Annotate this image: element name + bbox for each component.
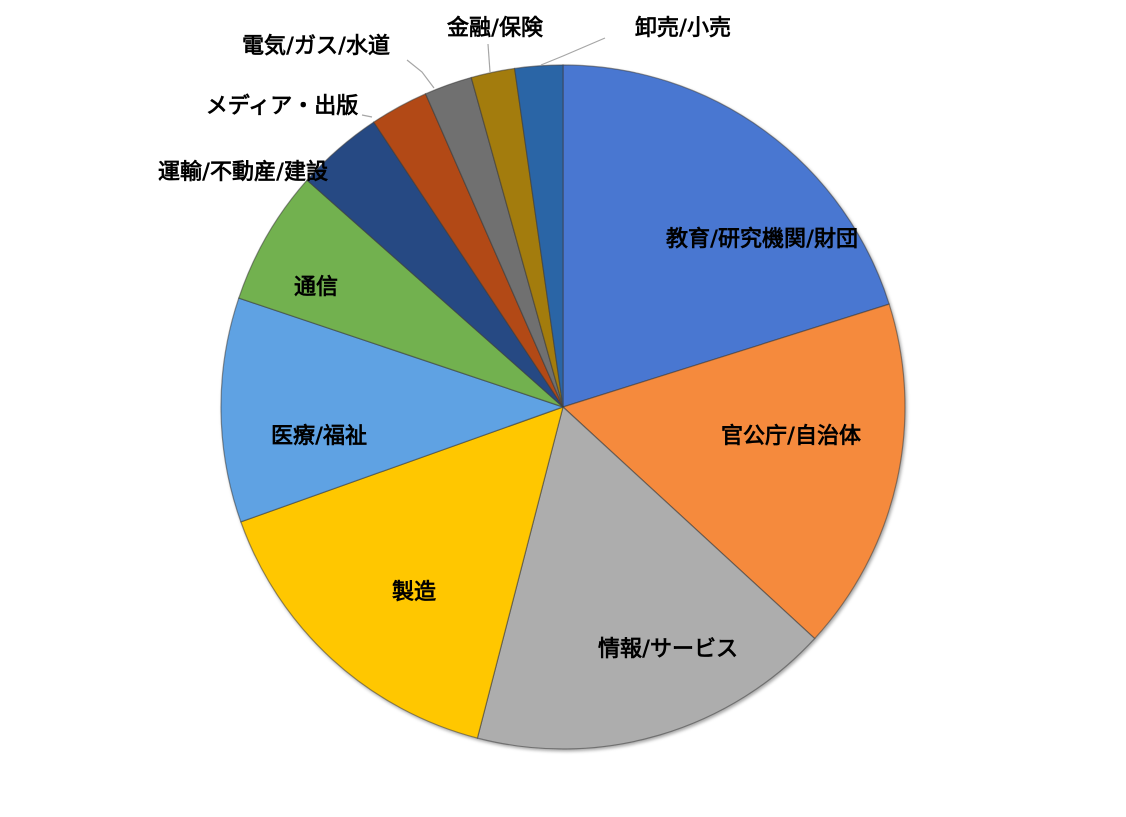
leader-line-9 [406, 59, 435, 89]
slice-label-3: 情報/サービス [598, 636, 738, 662]
pie-slice-4 [240, 406, 564, 739]
leader-line-8 [361, 114, 373, 118]
slice-label-11: 卸売/小売 [635, 15, 731, 41]
slice-label-9: 電気/ガス/水道 [242, 33, 390, 59]
slice-label-2: 官公庁/自治体 [721, 423, 862, 449]
slice-label-6: 通信 [294, 274, 338, 300]
leader-line-10 [487, 43, 491, 73]
pie-slice-2 [561, 303, 906, 640]
pie-slice-1 [562, 64, 890, 408]
pie-slice-5 [220, 297, 565, 523]
pie-slices [220, 64, 906, 750]
slice-label-8: メディア・出版 [206, 93, 358, 119]
pie-slice-11 [513, 64, 564, 408]
slice-label-1: 教育/研究機関/財団 [666, 226, 858, 252]
slice-label-5: 医療/福祉 [271, 423, 367, 449]
leader-line-11 [540, 37, 606, 66]
pie-slice-6 [238, 179, 564, 408]
slice-label-7: 運輸/不動産/建設 [158, 159, 329, 185]
slice-label-10: 金融/保険 [446, 15, 544, 41]
pie-slice-3 [476, 405, 816, 750]
label-leader-lines [361, 37, 606, 118]
slice-label-4: 製造 [391, 579, 436, 605]
